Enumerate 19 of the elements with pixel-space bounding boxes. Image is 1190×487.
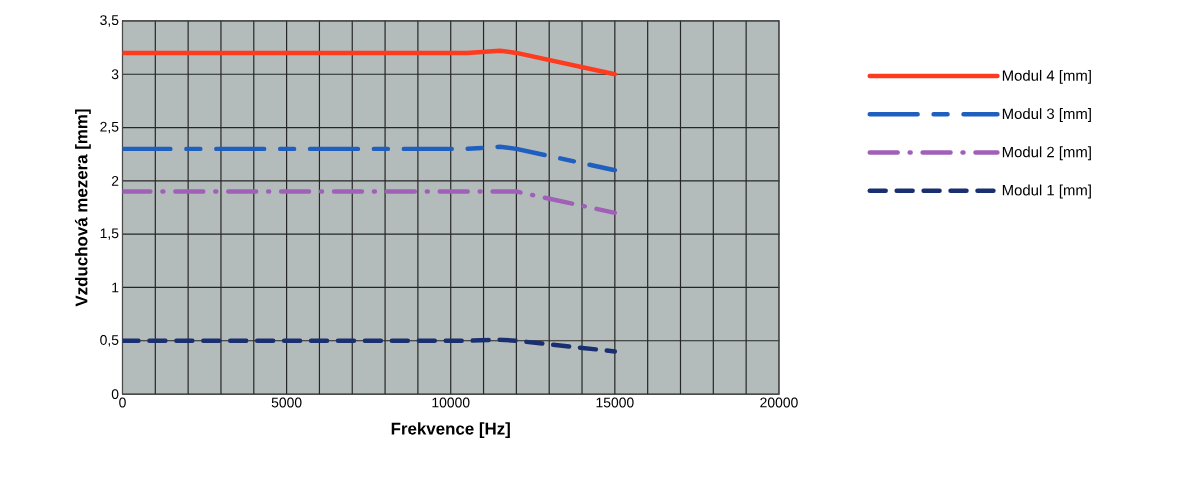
x-tick-label: 10000 xyxy=(432,397,470,408)
y-tick-label: 2 xyxy=(111,176,119,186)
x-axis-title: Frekvence [Hz] xyxy=(391,422,510,439)
x-tick-label: 0 xyxy=(119,397,126,408)
y-tick-label: 0,5 xyxy=(100,335,119,347)
y-axis-title: Vzduchová mezera [mm] xyxy=(74,109,91,307)
y-tick-label: 1 xyxy=(112,282,119,293)
x-tick-label: 15000 xyxy=(596,397,634,408)
text: Modul 1 [mm] xyxy=(1002,184,1091,199)
text: Modul 4 [mm] xyxy=(1002,69,1091,84)
text: Modul 3 [mm] xyxy=(1002,108,1091,123)
y-tick-label: 2,5 xyxy=(100,121,119,134)
x-tick-label: 5000 xyxy=(271,397,302,408)
y-tick-label: 3,5 xyxy=(100,15,119,27)
y-tick-label: 0 xyxy=(111,389,119,400)
y-tick-label: 3 xyxy=(111,69,119,80)
x-tick-label: 20000 xyxy=(760,397,798,408)
y-tick-label: 1,5 xyxy=(100,228,119,240)
text: Modul 2 [mm] xyxy=(1002,146,1091,161)
